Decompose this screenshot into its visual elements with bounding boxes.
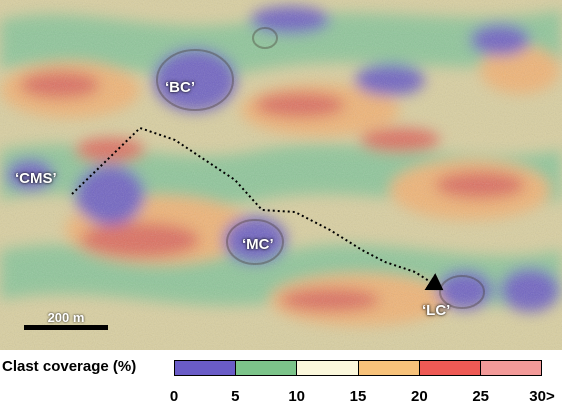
legend-colorbar (174, 360, 542, 376)
legend-title: Clast coverage (%) (2, 358, 137, 375)
site-label-cms: ‘CMS’ (15, 170, 57, 187)
legend-tick-label: 25 (472, 388, 489, 405)
clast-coverage-map[interactable]: ‘BC’ ‘CMS’ ‘MC’ ‘LC’ 200 m (0, 0, 562, 350)
legend-tick-label: 0 (169, 388, 179, 405)
legend-tick-label: 30> (529, 388, 555, 405)
legend-swatch-0-5 (175, 361, 237, 375)
site-label-bc: ‘BC’ (165, 79, 195, 96)
legend-tick-label: 10 (288, 388, 305, 405)
scale-bar-label: 200 m (47, 310, 85, 325)
legend: Clast coverage (%) 0 5 10 15 20 25 30> (0, 352, 562, 411)
legend-tick-label: 20 (410, 388, 428, 405)
scale-bar: 200 m (24, 310, 108, 332)
traverse-path (71, 126, 444, 291)
terrain-texture (0, 0, 562, 350)
legend-swatch-5-10 (236, 361, 298, 375)
legend-tick-label: 5 (231, 388, 240, 405)
scale-bar-line (24, 325, 108, 330)
crater-rims (156, 27, 485, 309)
legend-swatch-25-30 (480, 361, 542, 375)
legend-swatch-10-15 (297, 361, 359, 375)
map-image (0, 0, 562, 350)
legend-swatch-20-25 (419, 361, 481, 375)
site-label-mc: ‘MC’ (242, 236, 274, 253)
legend-swatch-15-20 (358, 361, 420, 375)
legend-tick-label: 15 (349, 388, 367, 405)
site-label-lc: ‘LC’ (422, 302, 451, 319)
